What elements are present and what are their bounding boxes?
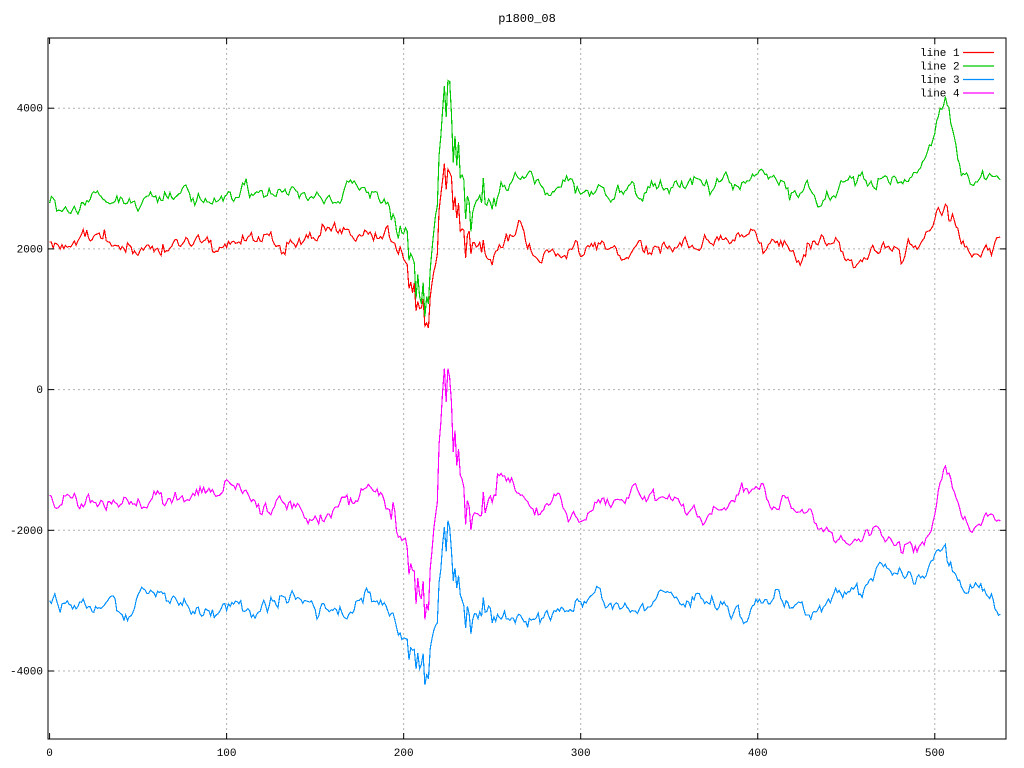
- svg-text:500: 500: [925, 748, 945, 760]
- svg-text:200: 200: [394, 748, 414, 760]
- svg-text:line 1: line 1: [920, 48, 960, 60]
- svg-text:line 4: line 4: [920, 89, 960, 101]
- svg-text:2000: 2000: [17, 244, 43, 256]
- svg-text:0: 0: [36, 385, 43, 397]
- svg-text:line 2: line 2: [920, 62, 960, 74]
- svg-text:300: 300: [571, 748, 591, 760]
- svg-text:p1800_08: p1800_08: [498, 12, 556, 26]
- svg-text:-4000: -4000: [10, 667, 43, 679]
- svg-text:0: 0: [46, 748, 53, 760]
- svg-text:-2000: -2000: [10, 526, 43, 538]
- svg-text:100: 100: [217, 748, 237, 760]
- svg-text:line 3: line 3: [920, 75, 960, 87]
- svg-text:400: 400: [748, 748, 768, 760]
- svg-text:4000: 4000: [17, 104, 43, 116]
